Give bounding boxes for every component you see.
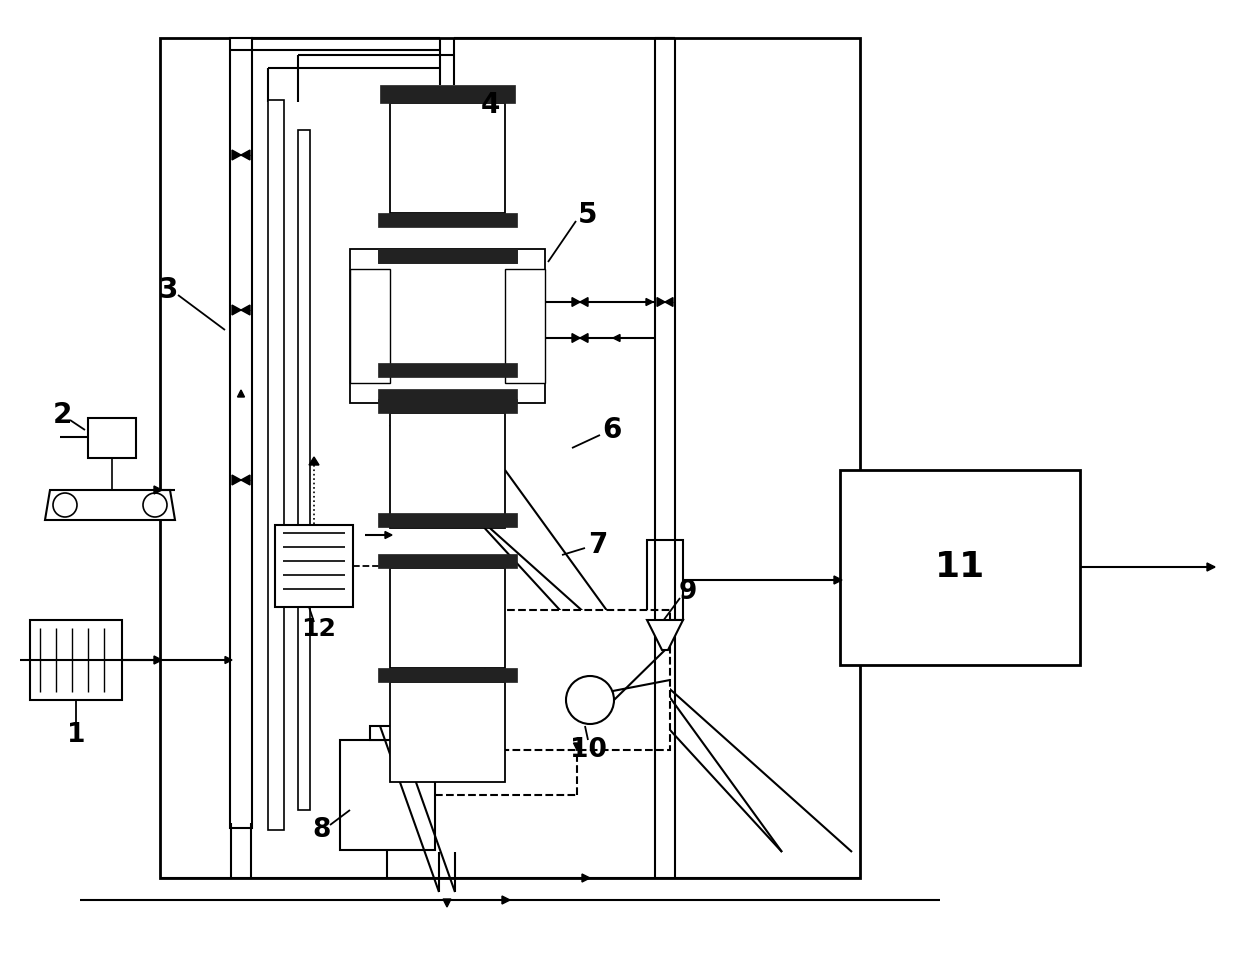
Polygon shape [580, 333, 588, 343]
Polygon shape [572, 333, 580, 343]
Text: 1: 1 [67, 722, 86, 748]
Bar [350, 249, 546, 403]
Polygon shape [224, 656, 232, 664]
Polygon shape [502, 896, 510, 904]
Bar [505, 269, 546, 383]
Circle shape [53, 493, 77, 517]
Bar [378, 389, 517, 403]
Polygon shape [1207, 563, 1215, 571]
Bar [378, 249, 517, 263]
Bar [88, 418, 136, 458]
Polygon shape [647, 620, 683, 650]
Bar [298, 130, 310, 810]
Bar [391, 103, 505, 213]
Bar [378, 213, 517, 227]
Text: 8: 8 [312, 817, 331, 843]
Bar [350, 269, 391, 383]
Text: 7: 7 [588, 531, 608, 559]
Bar [30, 620, 122, 700]
Polygon shape [154, 656, 162, 664]
Polygon shape [384, 532, 392, 539]
Bar [378, 554, 517, 568]
Polygon shape [573, 743, 580, 750]
Bar [391, 413, 505, 528]
Bar [378, 668, 517, 682]
Bar [378, 363, 517, 377]
Bar [340, 740, 435, 850]
Text: 5: 5 [578, 201, 598, 229]
Polygon shape [232, 305, 241, 315]
Text: 4: 4 [480, 91, 500, 119]
Bar [647, 540, 683, 620]
Polygon shape [154, 486, 162, 494]
Polygon shape [835, 576, 842, 584]
Polygon shape [309, 457, 319, 465]
Polygon shape [241, 150, 250, 159]
Circle shape [143, 493, 167, 517]
Bar [370, 726, 405, 740]
Bar [379, 85, 515, 103]
Polygon shape [646, 299, 653, 306]
Polygon shape [45, 490, 175, 520]
Bar [485, 610, 670, 750]
Bar [391, 682, 505, 782]
Circle shape [565, 676, 614, 724]
Bar [839, 470, 1080, 665]
Polygon shape [580, 298, 588, 307]
Polygon shape [241, 305, 250, 315]
Bar [275, 525, 353, 607]
Bar [160, 38, 861, 878]
Text: 11: 11 [935, 550, 985, 584]
Polygon shape [572, 298, 580, 307]
Bar [378, 249, 517, 263]
Bar [229, 38, 252, 828]
Polygon shape [232, 475, 241, 485]
Text: 2: 2 [52, 401, 72, 429]
Polygon shape [613, 334, 620, 342]
Polygon shape [241, 475, 250, 485]
Text: 10: 10 [569, 737, 606, 763]
Text: 9: 9 [678, 579, 697, 605]
Bar [391, 263, 505, 363]
Polygon shape [443, 899, 451, 907]
Polygon shape [657, 298, 665, 307]
Bar [378, 513, 517, 527]
Polygon shape [238, 390, 244, 397]
Text: 6: 6 [603, 416, 621, 444]
Bar [268, 100, 284, 830]
Polygon shape [665, 298, 673, 307]
Text: 3: 3 [159, 276, 177, 304]
Text: 12: 12 [301, 617, 336, 641]
Polygon shape [582, 874, 590, 882]
Bar [391, 568, 505, 668]
Polygon shape [232, 150, 241, 159]
Bar [378, 399, 517, 413]
